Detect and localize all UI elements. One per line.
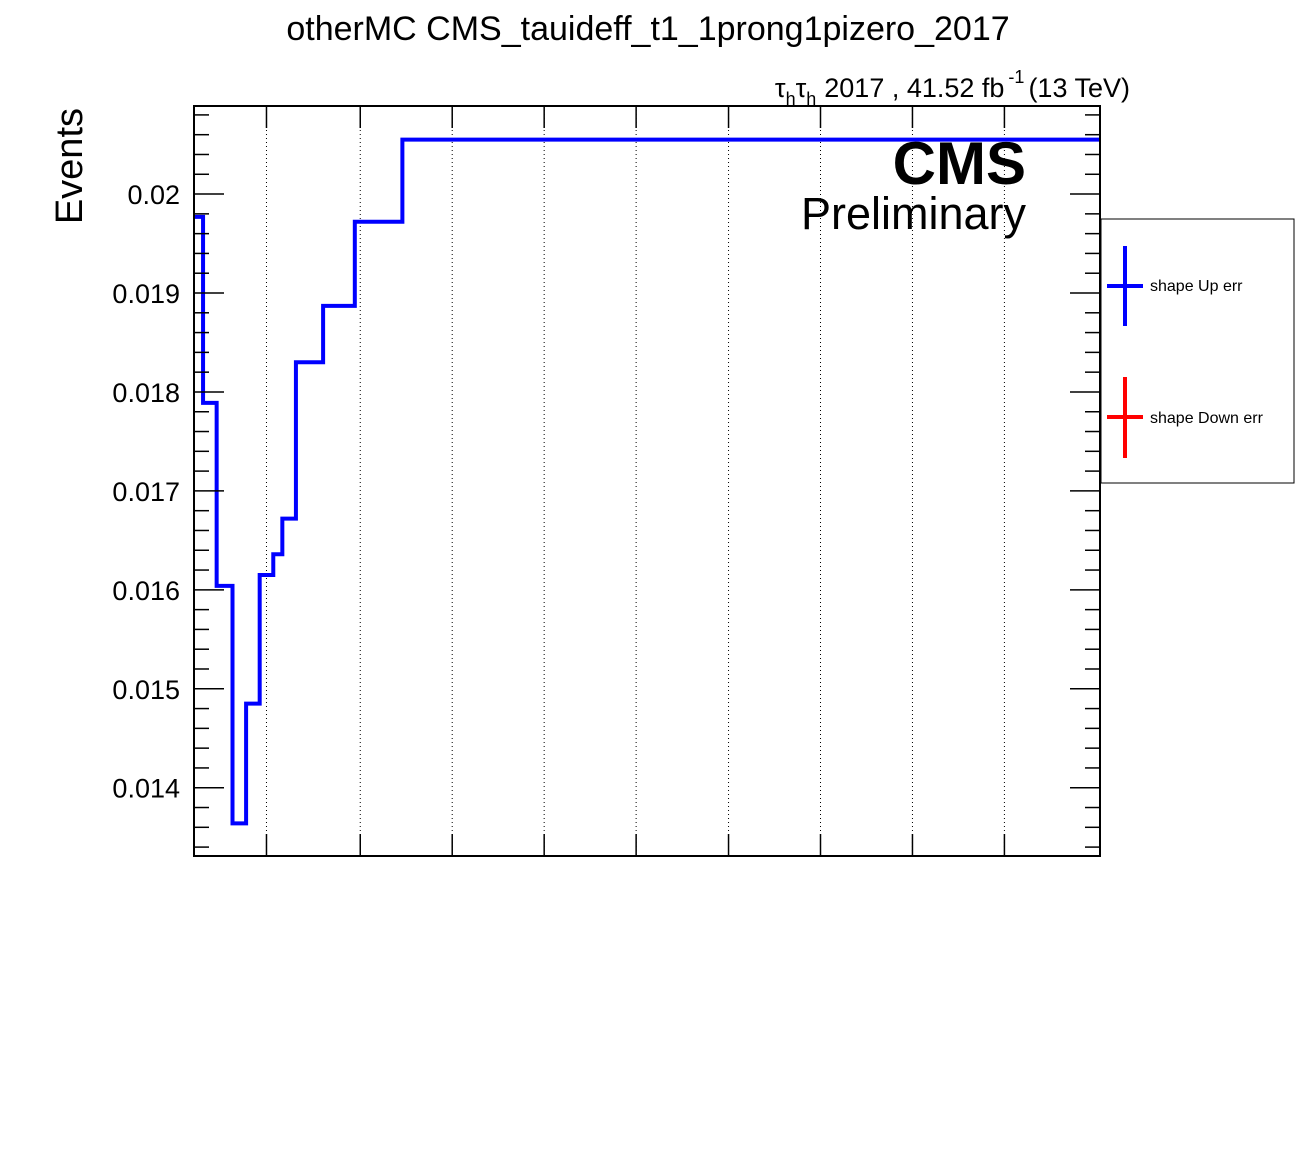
y-tick-label: 0.019 (112, 279, 180, 309)
y-tick-label: 0.02 (127, 180, 180, 210)
tau-subscript: h (786, 89, 796, 109)
legend-entry-down: shape Down err (1107, 377, 1264, 458)
plot-frame (193, 105, 1101, 857)
series-line (194, 137, 1100, 826)
series-layer (194, 137, 1100, 826)
legend-label-up: shape Up err (1150, 278, 1243, 295)
y-axis-label: Events (49, 108, 91, 224)
y-tick-labels: 0.014 0.015 0.016 0.017 0.018 0.019 0.02 (112, 180, 180, 804)
tick-layer (194, 106, 1100, 856)
y-tick-label: 0.017 (112, 477, 180, 507)
lumi-text: 2017 , 41.52 fb (824, 73, 1004, 103)
cms-label: CMS (893, 130, 1026, 197)
y-tick-label: 0.016 (112, 576, 180, 606)
legend-box (1100, 218, 1295, 484)
tau-symbol: τ (775, 73, 786, 103)
tau-subscript: h (806, 89, 816, 109)
y-tick-label: 0.018 (112, 378, 180, 408)
legend-label-down: shape Down err (1150, 410, 1264, 427)
tau-symbol: τ (796, 73, 807, 103)
chart-title: otherMC CMS_tauideff_t1_1prong1pizero_20… (286, 10, 1009, 48)
lumi-label: τhτh 2017 , 41.52 fb -1 (13 TeV) (775, 67, 1130, 109)
legend: shape Up err shape Down err (1100, 218, 1295, 484)
grid-layer (265, 106, 1005, 856)
lumi-superscript: -1 (1008, 67, 1024, 87)
legend-entry-up: shape Up err (1107, 246, 1243, 326)
y-tick-label: 0.014 (112, 774, 180, 804)
energy-label: (13 TeV) (1028, 73, 1130, 103)
cms-sublabel: Preliminary (801, 188, 1027, 239)
y-tick-label: 0.015 (112, 675, 180, 705)
